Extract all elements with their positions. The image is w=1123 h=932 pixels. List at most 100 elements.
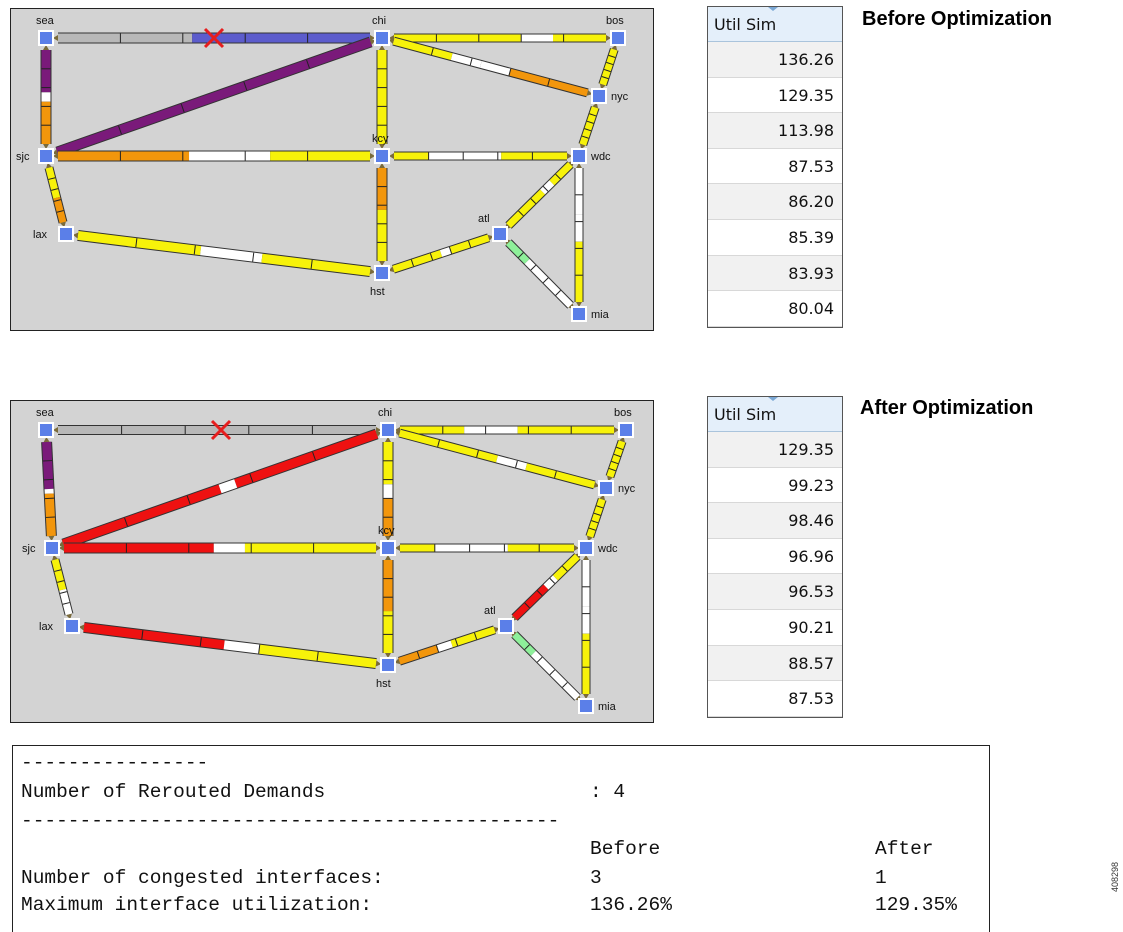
util-value-cell[interactable]: 99.23	[708, 468, 842, 504]
util-value-cell[interactable]: 113.98	[708, 113, 842, 149]
util-value-cell[interactable]: 88.57	[708, 645, 842, 682]
node-label-sea: sea	[36, 15, 55, 27]
link-atl-wdc[interactable]	[504, 160, 575, 230]
util-value-cell[interactable]: 90.21	[708, 610, 842, 646]
link-chi-bos[interactable]	[395, 425, 619, 435]
node-kcy-icon[interactable]	[380, 540, 396, 556]
link-arrow-icon	[375, 431, 382, 437]
node-chi-icon[interactable]	[374, 30, 390, 46]
link-bos-nyc[interactable]	[605, 436, 627, 482]
util-sim-column-header[interactable]: Util Sim	[708, 397, 842, 432]
link-kcy-wdc[interactable]	[395, 543, 579, 553]
link-sjc-kcy[interactable]	[59, 542, 381, 554]
node-wdc-icon[interactable]	[571, 148, 587, 164]
link-arrow-icon	[52, 149, 59, 155]
link-arrow-icon	[53, 427, 58, 433]
link-atl-mia[interactable]	[504, 238, 575, 310]
node-lax-icon[interactable]	[58, 226, 74, 242]
node-label-wdc: wdc	[590, 151, 611, 163]
link-arrow-icon	[66, 613, 72, 620]
link-arrow-icon	[72, 232, 79, 239]
link-kcy-wdc[interactable]	[389, 151, 572, 161]
node-label-atl: atl	[478, 213, 490, 225]
link-wdc-mia[interactable]	[574, 163, 584, 307]
util-value-cell[interactable]: 83.93	[708, 255, 842, 292]
link-arrow-icon	[574, 545, 579, 551]
link-sjc-lax[interactable]	[50, 554, 74, 620]
link-chi-nyc[interactable]	[388, 36, 593, 98]
node-sea-icon[interactable]	[38, 30, 54, 46]
link-arrow-icon	[43, 436, 50, 443]
node-mia-icon[interactable]	[578, 698, 594, 714]
link-arrow-icon	[599, 83, 606, 90]
link-lax-hst[interactable]	[72, 230, 376, 277]
util-value-cell[interactable]: 129.35	[708, 432, 842, 468]
rerouted-demands-label: Number of Rerouted Demands	[21, 781, 326, 803]
link-chi-bos[interactable]	[389, 33, 611, 43]
util-value-cell[interactable]: 86.20	[708, 184, 842, 220]
node-sjc-icon[interactable]	[44, 540, 60, 556]
link-chi-kcy[interactable]	[376, 45, 388, 149]
link-bos-nyc[interactable]	[598, 44, 619, 90]
link-arrow-icon	[611, 44, 618, 51]
util-sim-header-label: Util Sim	[714, 405, 777, 424]
link-arrow-icon	[379, 261, 385, 266]
node-chi-icon[interactable]	[380, 422, 396, 438]
max-utilization-after-value: 129.35%	[875, 894, 957, 916]
node-hst-icon[interactable]	[380, 657, 396, 673]
optimization-report: ---------------- Number of Rerouted Dema…	[12, 745, 990, 932]
link-arrow-icon	[388, 266, 395, 273]
node-nyc-icon[interactable]	[598, 480, 614, 496]
link-atl-mia[interactable]	[510, 630, 582, 702]
node-kcy-icon[interactable]	[374, 148, 390, 164]
link-nyc-wdc[interactable]	[585, 494, 607, 542]
congested-after-value: 1	[875, 867, 887, 889]
util-value-cell[interactable]: 98.46	[708, 503, 842, 539]
link-arrow-icon	[567, 153, 572, 159]
util-value-cell[interactable]: 129.35	[708, 78, 842, 114]
util-value-cell[interactable]: 136.26	[708, 42, 842, 78]
util-value-cell[interactable]: 87.53	[708, 681, 842, 717]
util-value-cell[interactable]: 80.04	[708, 291, 842, 327]
node-lax-icon[interactable]	[64, 618, 80, 634]
node-bos-icon[interactable]	[610, 30, 626, 46]
link-atl-wdc[interactable]	[511, 552, 581, 622]
link-chi-kcy[interactable]	[382, 437, 394, 541]
link-lax-hst[interactable]	[78, 622, 382, 669]
util-value-cell[interactable]: 96.96	[708, 539, 842, 575]
node-sjc-icon[interactable]	[38, 148, 54, 164]
node-wdc-icon[interactable]	[578, 540, 594, 556]
link-chi-sjc[interactable]	[52, 36, 376, 158]
util-value-cell[interactable]: 85.39	[708, 220, 842, 256]
link-arrow-icon	[43, 45, 49, 50]
node-atl-icon[interactable]	[492, 226, 508, 242]
link-hst-atl[interactable]	[394, 625, 500, 666]
link-kcy-hst[interactable]	[382, 555, 394, 658]
node-nyc-icon[interactable]	[591, 88, 607, 104]
after-topology-map[interactable]: sea chi bos nyc sjc kcy wdc atl lax hst mia	[10, 400, 654, 723]
link-sea-sjc[interactable]	[41, 436, 57, 542]
util-sim-column-header[interactable]: Util Sim	[708, 7, 842, 42]
link-sea-sjc[interactable]	[40, 45, 52, 149]
before-topology-map[interactable]: sea chi bos nyc sjc kcy wdc atl lax hst mia	[10, 8, 654, 331]
congested-interfaces-label: Number of congested interfaces:	[21, 867, 384, 889]
link-sea-chi[interactable]	[53, 425, 381, 435]
node-atl-icon[interactable]	[498, 618, 514, 634]
node-sea-icon[interactable]	[38, 422, 54, 438]
link-nyc-wdc[interactable]	[578, 102, 600, 150]
util-value-cell[interactable]: 87.53	[708, 149, 842, 185]
node-mia-icon[interactable]	[571, 306, 587, 322]
link-hst-atl[interactable]	[388, 233, 494, 274]
link-wdc-mia[interactable]	[581, 555, 591, 699]
link-kcy-hst[interactable]	[376, 163, 388, 266]
util-value-cell[interactable]: 96.53	[708, 574, 842, 610]
link-chi-nyc[interactable]	[394, 428, 600, 490]
max-utilization-before-value: 136.26%	[590, 894, 672, 916]
util-sim-header-label: Util Sim	[714, 15, 777, 34]
link-sjc-kcy[interactable]	[53, 150, 375, 162]
rerouted-demands-value: : 4	[590, 781, 626, 803]
node-bos-icon[interactable]	[618, 422, 634, 438]
node-hst-icon[interactable]	[374, 265, 390, 281]
link-sjc-lax[interactable]	[44, 162, 68, 228]
link-chi-sjc[interactable]	[58, 428, 382, 550]
